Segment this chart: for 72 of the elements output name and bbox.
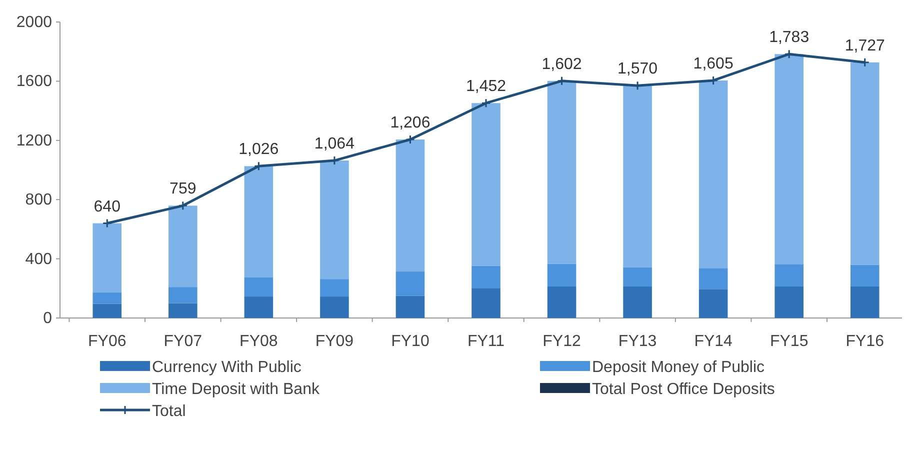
data-label: 1,064 [314,136,355,153]
data-label: 1,783 [769,29,810,46]
x-tick-label: FY13 [618,333,657,350]
point [860,58,870,68]
bar [698,268,728,290]
bar [850,62,880,265]
bar [396,272,425,296]
x-tick-label: FY09 [315,333,354,350]
point [784,49,794,59]
x-tick-label: FY15 [770,333,808,350]
x-tick-label: FY07 [164,333,202,350]
y-tick-label: 400 [25,250,52,268]
bar [92,223,122,293]
bar [92,304,122,318]
data-label: 1,570 [618,60,658,78]
bar [850,264,880,286]
data-label: 640 [94,198,121,216]
bar [168,206,198,288]
bar [396,140,425,272]
data-label: 1,026 [238,141,279,158]
x-tick-label: FY14 [694,333,733,350]
legend-label: Currency With Public [152,359,302,376]
x-tick-label: FY16 [846,333,884,350]
bar [320,160,349,280]
data-label: 1,206 [390,114,430,132]
bar [244,296,274,318]
legend-label: Total Post Office Deposits [592,381,775,398]
x-tick-label: FY08 [240,333,278,350]
x-tick-label: FY06 [88,333,126,350]
x-tick-label: FY10 [391,333,430,350]
y-tick-label: 0 [43,310,52,327]
bar [623,86,652,268]
bar [472,288,500,318]
point [102,218,112,228]
y-tick-label: 1200 [16,132,52,150]
bar [168,303,198,318]
legend-label: Total [152,403,186,420]
bar [547,80,576,264]
y-tick-label: 2000 [16,14,52,31]
data-label: 1,605 [693,55,734,72]
bar [168,287,198,304]
bar [698,80,728,268]
bar [320,296,349,318]
data-label: 1,452 [466,78,506,96]
data-label: 759 [170,180,196,198]
bar [320,279,349,297]
bar [396,296,425,318]
x-tick-label: FY12 [542,333,581,350]
bar [547,286,576,318]
data-label: 1,727 [844,37,885,54]
data-label: 1,602 [542,56,582,73]
legend-label: Deposit Money of Public [592,359,765,376]
y-tick-label: 800 [25,192,52,209]
bar [472,103,500,266]
bar [774,264,804,286]
bar [774,286,804,318]
bar [698,289,728,318]
bar [244,166,274,278]
point [405,134,415,144]
bar [547,264,576,286]
point [178,200,188,210]
y-tick-label: 1600 [16,73,52,90]
bar [774,54,804,264]
bar [623,267,652,286]
bar [850,286,880,318]
point [481,98,491,108]
bar [92,292,122,304]
legend-label: Time Deposit with Bank [152,381,320,398]
bar [472,266,500,288]
x-tick-label: FY11 [467,333,505,350]
bar [623,286,652,318]
bar [244,277,274,297]
